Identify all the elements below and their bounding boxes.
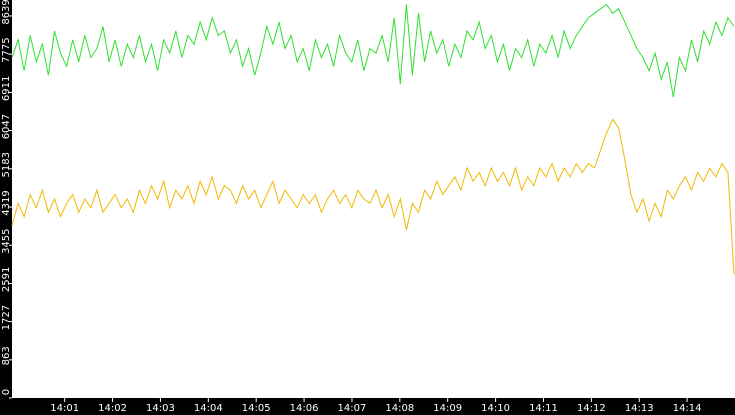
- y-tick-label: 3455: [1, 228, 12, 253]
- y-tick-label: 1727: [1, 305, 12, 330]
- x-tick-label: 14:11: [529, 403, 558, 414]
- x-tick-label: 14:14: [673, 403, 702, 414]
- x-tick-label: 14:07: [338, 403, 367, 414]
- x-tick-label: 14:10: [481, 403, 510, 414]
- x-tick-label: 14:03: [146, 403, 175, 414]
- x-tick-label: 14:12: [577, 403, 606, 414]
- y-tick-label: 7775: [1, 37, 12, 62]
- y-tick-label: 4319: [1, 190, 12, 215]
- y-tick-label: 6047: [1, 114, 12, 139]
- y-tick-label: 6911: [1, 76, 12, 101]
- x-tick-label: 14:09: [433, 403, 462, 414]
- x-tick-label: 14:02: [98, 403, 127, 414]
- series-line: [11, 118, 735, 275]
- x-tick-label: 14:04: [194, 403, 223, 414]
- x-tick-label: 14:05: [242, 403, 271, 414]
- x-tick-label: 14:06: [290, 403, 319, 414]
- y-tick-label: 863: [1, 346, 12, 365]
- y-tick-label: 8639: [1, 0, 12, 25]
- x-tick-label: 14:01: [50, 403, 79, 414]
- x-tick-label: 14:08: [385, 403, 414, 414]
- series-line: [11, 3, 735, 98]
- y-tick-label: 2591: [1, 267, 12, 292]
- plot-area: [12, 0, 735, 398]
- y-tick-label: 0: [1, 389, 12, 395]
- x-tick-label: 14:13: [625, 403, 654, 414]
- y-tick-label: 5183: [1, 152, 12, 177]
